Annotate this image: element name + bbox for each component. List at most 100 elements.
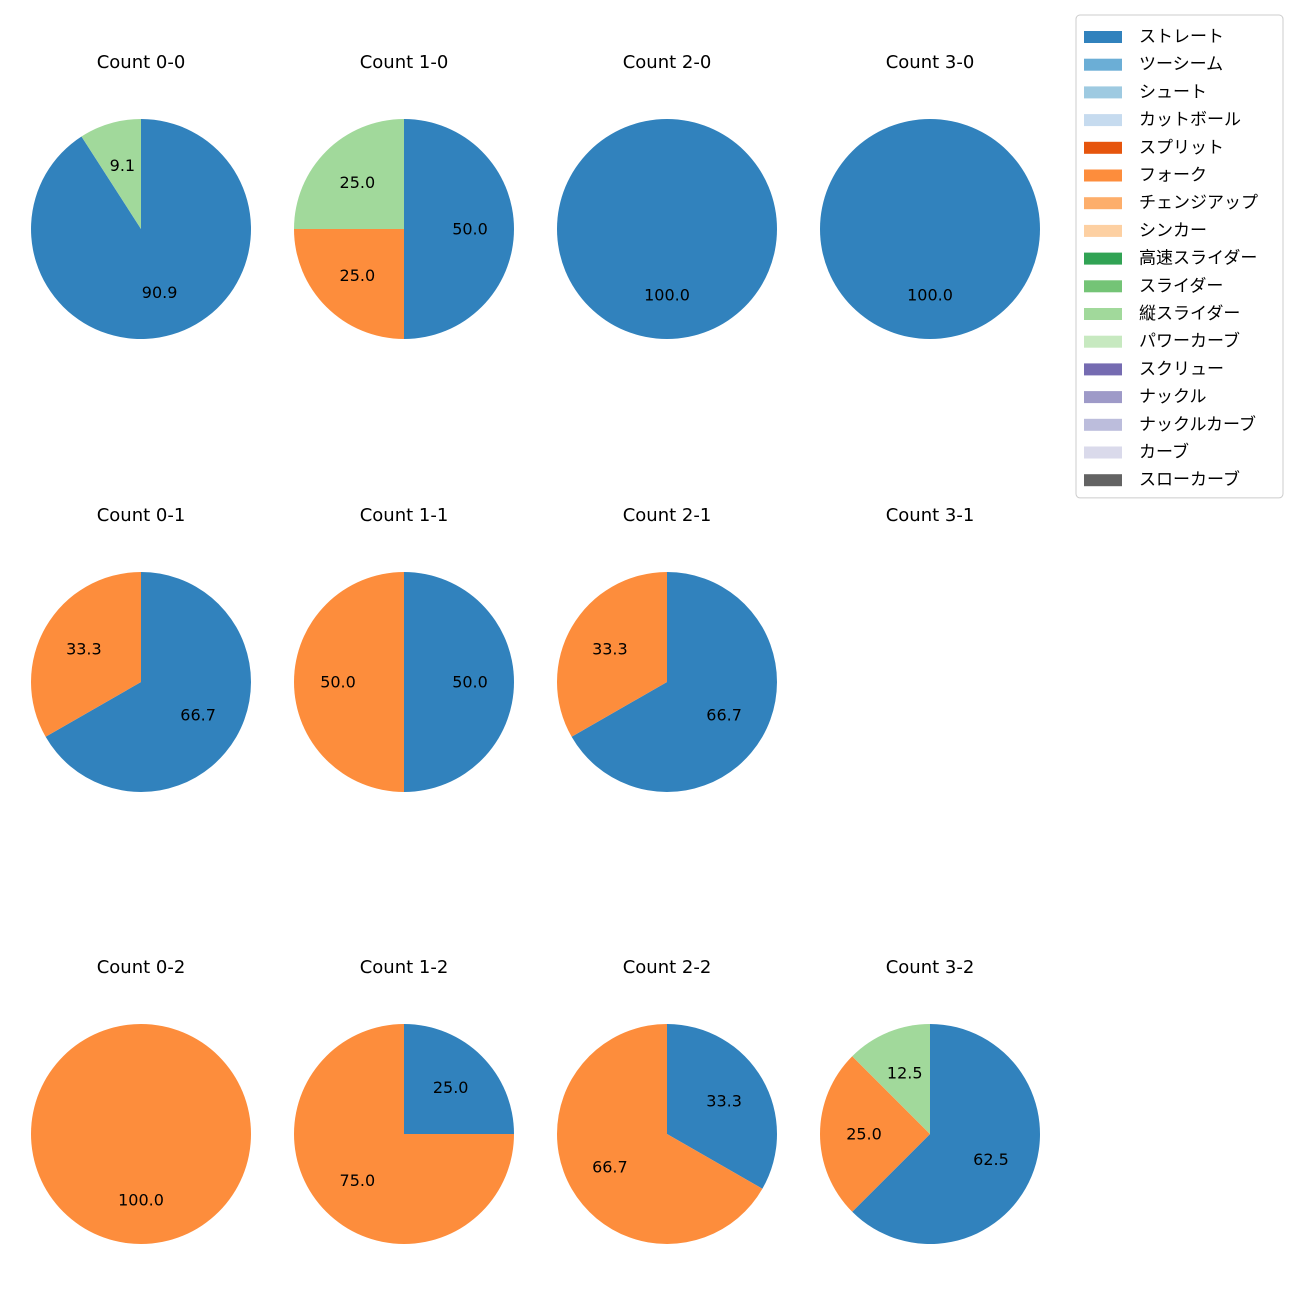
slice-label: 100.0 [118, 1191, 164, 1210]
slice-label: 66.7 [592, 1158, 628, 1177]
legend-item: スプリット [1084, 138, 1224, 158]
legend-item: スローカーブ [1084, 469, 1240, 490]
legend-swatch [1084, 308, 1122, 320]
slice-label: 66.7 [180, 706, 216, 725]
pie-slice [557, 1024, 763, 1244]
legend-swatch [1084, 58, 1122, 71]
legend-swatch [1084, 363, 1122, 376]
legend-item: パワーカーブ [1084, 331, 1240, 352]
slice-label: 90.9 [142, 283, 178, 302]
legend-swatch [1084, 474, 1122, 487]
legend-label: ナックルカーブ [1139, 414, 1256, 435]
pie-slice [404, 572, 514, 792]
pie-slice [852, 1024, 1041, 1244]
pie-title: Count 1-0 [360, 52, 449, 73]
slice-label: 25.0 [433, 1078, 469, 1097]
legend-swatch [1084, 197, 1122, 210]
pie-10: Count 1-2 25.0 75.0 [294, 957, 514, 1244]
legend-swatch [1084, 31, 1122, 43]
legend-label: スライダー [1139, 276, 1223, 296]
legend-label: シンカー [1139, 221, 1207, 241]
pie-8: Count 3-1 [886, 505, 975, 526]
pie-slice [294, 572, 404, 792]
legend-item: シンカー [1084, 221, 1207, 241]
slice-label: 62.5 [973, 1150, 1009, 1169]
pie-title: Count 0-2 [97, 957, 186, 978]
legend-label: スローカーブ [1139, 469, 1240, 490]
pie-title: Count 2-2 [623, 957, 712, 978]
legend-item: カットボール [1084, 110, 1241, 130]
legend-label: 高速スライダー [1139, 249, 1257, 269]
pie-slice [81, 119, 141, 229]
legend-label: チェンジアップ [1139, 193, 1258, 213]
pie-title: Count 3-2 [886, 957, 975, 978]
slice-label: 100.0 [907, 286, 953, 305]
pie-slice [294, 1024, 514, 1244]
legend-label: 縦スライダー [1139, 304, 1240, 324]
slice-label: 50.0 [320, 673, 356, 692]
legend-label: カーブ [1139, 442, 1189, 463]
pie-12: Count 3-2 62.5 25.0 12.5 [820, 957, 1041, 1244]
legend-item: シュート [1084, 82, 1207, 102]
pie-4: Count 3-0 100.0 [820, 52, 1040, 339]
legend-item: ストレート [1084, 27, 1224, 47]
legend-swatch [1084, 280, 1122, 293]
slice-label: 25.0 [846, 1125, 882, 1144]
legend-item: 縦スライダー [1084, 304, 1240, 324]
pie-slice [820, 119, 1040, 339]
legend-item: ナックルカーブ [1084, 414, 1256, 435]
slice-label: 100.0 [644, 286, 690, 305]
legend: ストレートツーシームシュートカットボールスプリットフォークチェンジアップシンカー… [1075, 14, 1284, 499]
pie-title: Count 3-1 [886, 505, 975, 526]
pie-slice [31, 1024, 251, 1244]
legend-label: ストレート [1139, 27, 1224, 47]
pie-7: Count 2-1 66.7 33.3 [556, 505, 777, 792]
pie-title: Count 2-0 [623, 52, 712, 73]
pie-5: Count 0-1 66.7 33.3 [30, 505, 251, 792]
pie-title: Count 0-1 [97, 505, 186, 526]
pie-slice [571, 572, 777, 792]
pie-slice [557, 119, 777, 339]
legend-box [1075, 14, 1284, 499]
pie-2: Count 1-0 50.0 25.0 25.0 [294, 52, 514, 339]
legend-item: フォーク [1084, 166, 1207, 186]
slice-label: 66.7 [706, 706, 742, 725]
legend-item: ナックル [1084, 387, 1207, 407]
pie-9: Count 0-2 100.0 [31, 957, 251, 1244]
pie-slice [294, 119, 404, 229]
legend-item: 高速スライダー [1084, 249, 1257, 269]
legend-label: パワーカーブ [1139, 331, 1240, 352]
slice-label: 33.3 [592, 639, 628, 658]
legend-item: ツーシーム [1084, 55, 1223, 75]
pie-title: Count 0-0 [97, 52, 186, 73]
pie-slice [820, 1056, 930, 1212]
pie-3: Count 2-0 100.0 [557, 52, 777, 339]
pie-6: Count 1-1 50.0 50.0 [294, 505, 514, 792]
pie-slice [852, 1024, 930, 1134]
slice-label: 33.3 [706, 1091, 742, 1110]
pie-slice [31, 119, 252, 339]
pie-slice [294, 229, 404, 339]
legend-swatch [1084, 418, 1122, 431]
slice-label: 9.1 [110, 156, 135, 175]
legend-label: ツーシーム [1139, 55, 1223, 75]
legend-label: スクリュー [1139, 359, 1224, 379]
pie-title: Count 1-2 [360, 957, 449, 978]
slice-label: 25.0 [340, 173, 376, 192]
legend-swatch [1084, 335, 1122, 348]
pie-slice [667, 1024, 778, 1189]
legend-swatch [1084, 252, 1122, 265]
slice-label: 33.3 [66, 639, 102, 658]
legend-swatch [1084, 86, 1122, 99]
legend-label: フォーク [1139, 166, 1207, 186]
pie-slice [404, 119, 514, 339]
legend-swatch [1084, 224, 1122, 237]
pie-title: Count 1-1 [360, 505, 449, 526]
pie-title: Count 2-1 [623, 505, 712, 526]
legend-item: カーブ [1084, 442, 1189, 463]
pie-11: Count 2-2 33.3 66.7 [557, 957, 778, 1244]
legend-swatch [1084, 446, 1122, 459]
pie-title: Count 3-0 [886, 52, 975, 73]
pie-slice [556, 572, 667, 737]
